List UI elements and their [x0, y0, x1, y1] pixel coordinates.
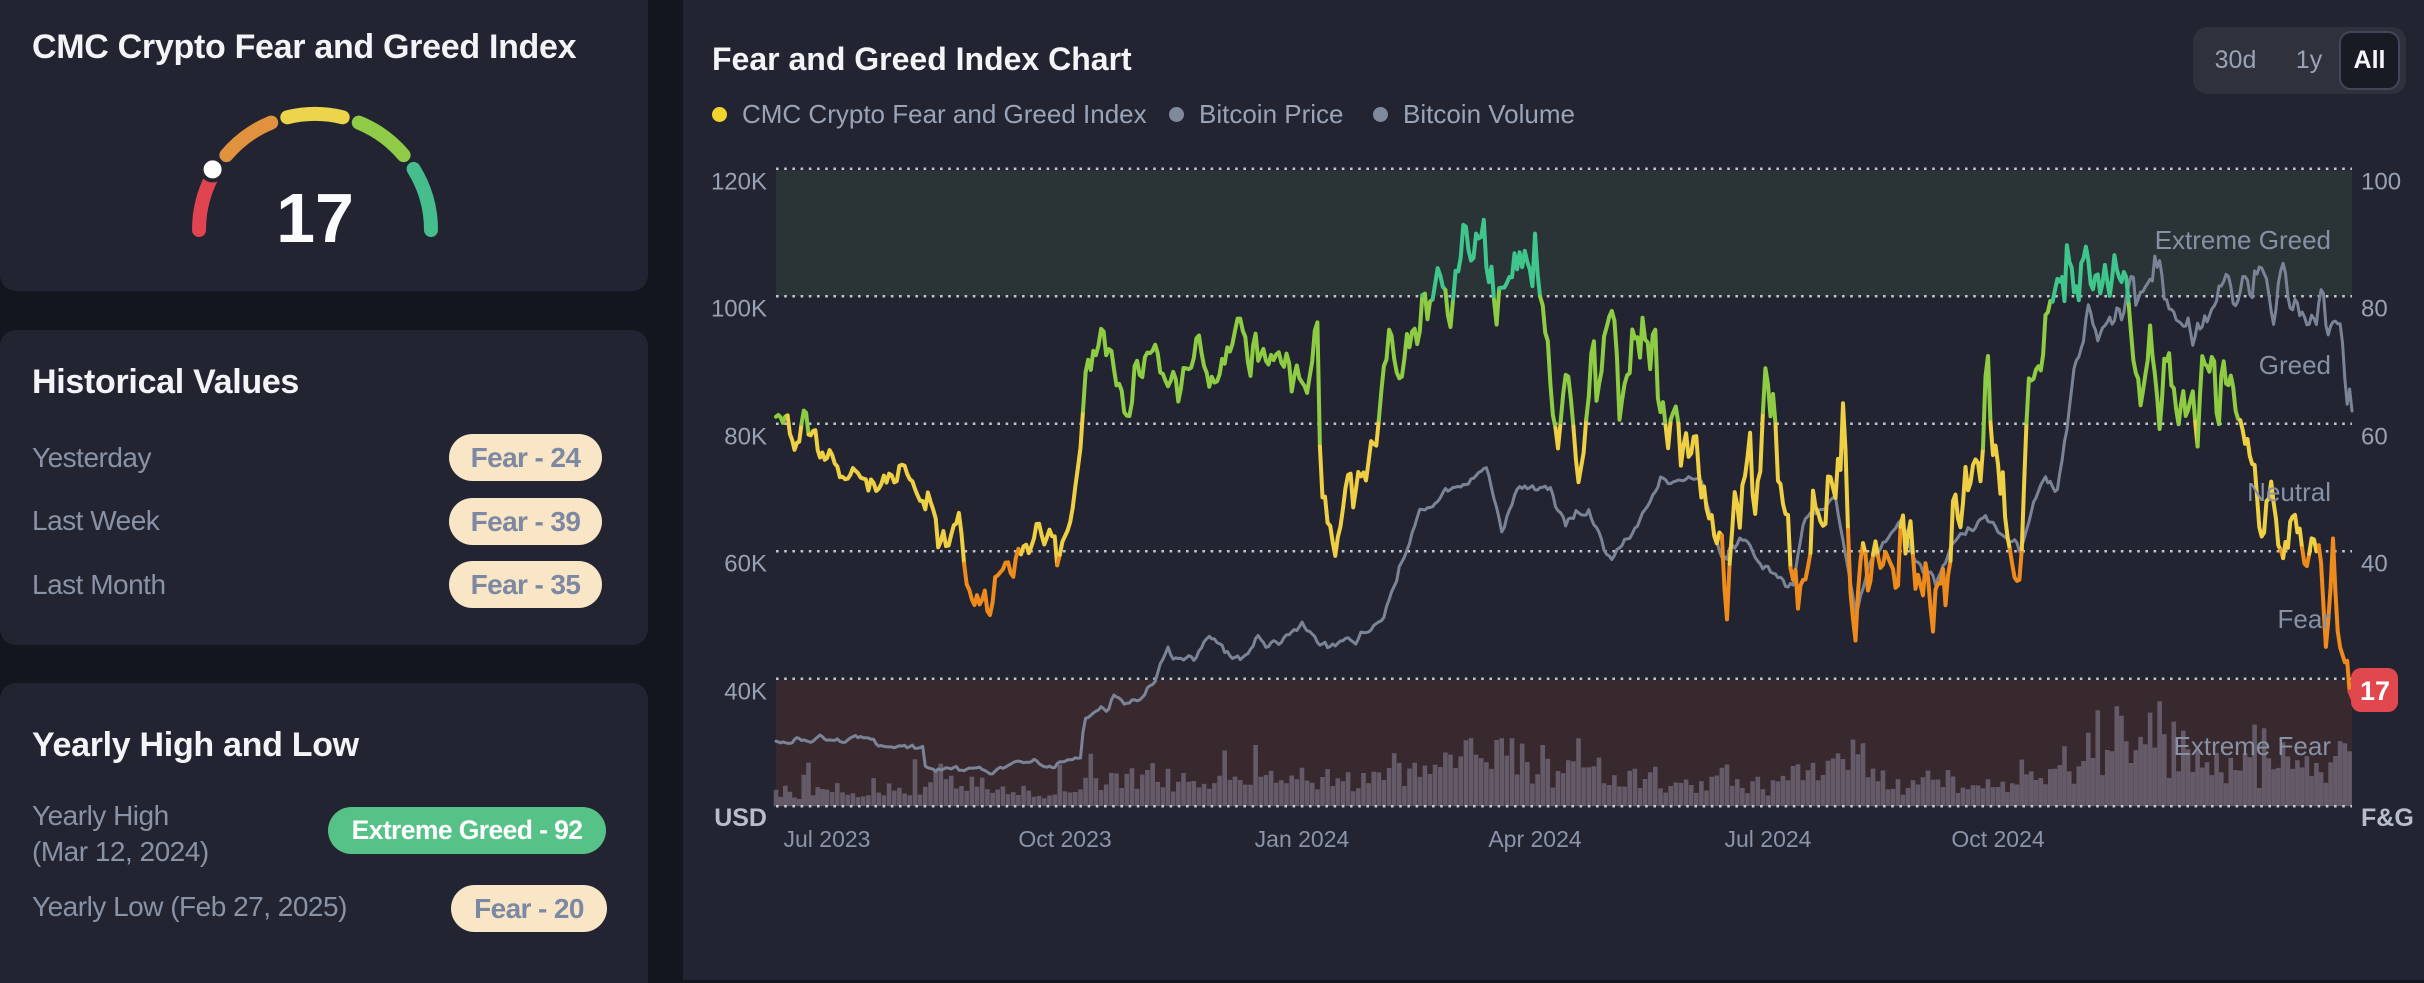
svg-text:Fear: Fear: [2278, 604, 2332, 634]
svg-text:60: 60: [2361, 424, 2388, 451]
svg-text:Jul 2024: Jul 2024: [1725, 826, 1812, 852]
svg-text:Jan 2024: Jan 2024: [1255, 826, 1350, 852]
svg-text:80: 80: [2361, 296, 2388, 323]
svg-text:40K: 40K: [724, 679, 767, 706]
svg-text:Extreme Fear: Extreme Fear: [2174, 731, 2332, 761]
svg-text:USD: USD: [714, 804, 767, 832]
svg-text:Neutral: Neutral: [2247, 477, 2331, 507]
svg-text:120K: 120K: [711, 169, 767, 196]
svg-text:60K: 60K: [724, 551, 767, 578]
svg-text:17: 17: [2360, 676, 2390, 706]
svg-text:80K: 80K: [724, 424, 767, 451]
svg-text:100K: 100K: [711, 296, 767, 323]
svg-text:Jul 2023: Jul 2023: [784, 826, 871, 852]
svg-text:Extreme Greed: Extreme Greed: [2155, 225, 2331, 255]
svg-text:Apr 2024: Apr 2024: [1488, 826, 1582, 852]
svg-text:40: 40: [2361, 551, 2388, 578]
svg-text:100: 100: [2361, 169, 2401, 196]
svg-text:Greed: Greed: [2259, 350, 2331, 380]
svg-text:F&G: F&G: [2361, 804, 2414, 832]
svg-text:Oct 2023: Oct 2023: [1018, 826, 1111, 852]
svg-text:Oct 2024: Oct 2024: [1951, 826, 2045, 852]
svg-text:17: 17: [276, 179, 354, 257]
